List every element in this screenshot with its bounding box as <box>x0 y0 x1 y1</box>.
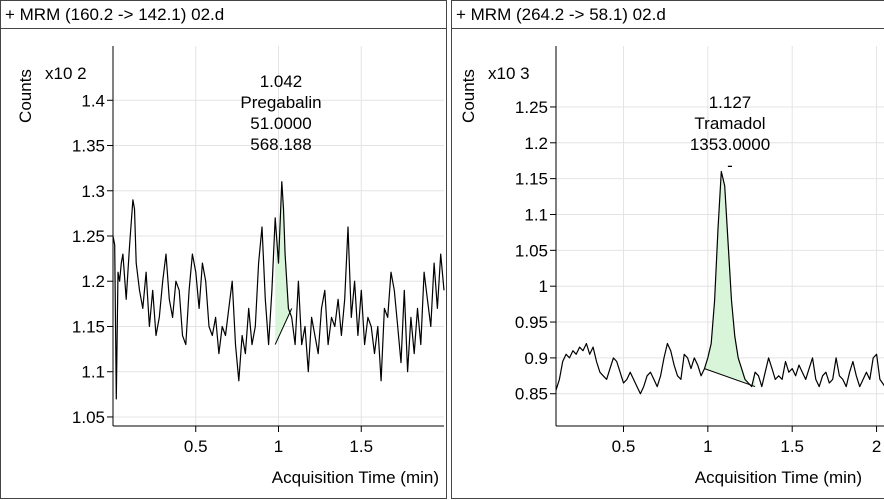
y-tick-label: 1.4 <box>81 91 105 110</box>
peak-baseline <box>704 368 756 388</box>
peak-annotation-line: Pregabalin <box>240 93 321 112</box>
y-axis-label: Counts <box>16 69 35 123</box>
peak-annotation-line: 1.127 <box>709 93 752 112</box>
y-tick-label: 1.15 <box>515 170 548 189</box>
peak-annotation-line: 1353.0000 <box>690 135 770 154</box>
y-tick-label: 1.2 <box>524 134 548 153</box>
y-tick-label: 0.85 <box>515 385 548 404</box>
x-tick-label: 1.5 <box>780 437 804 456</box>
peak-annotation-line: 1.042 <box>260 72 303 91</box>
chromatogram-chart-pregabalin: 0.5 1 1.5 1.05 1.1 1.15 1.2 1.25 1.3 1.35 1.4 x10 2… <box>16 46 445 487</box>
y-tick-label: 1.2 <box>81 272 105 291</box>
peak-annotation-line: - <box>727 156 733 175</box>
chromatogram-panel-pregabalin: + MRM (160.2 -> 142.1) 02.d 0.5 1 1.5 1.05 1… <box>0 0 447 499</box>
y-tick-label: 1.35 <box>72 137 105 156</box>
y-tick-label: 1.1 <box>81 363 105 382</box>
y-axis-label: Counts <box>459 69 478 123</box>
peak-annotation-line: 568.188 <box>250 135 311 154</box>
x-tick-label: 1 <box>703 437 712 456</box>
y-tick-label: 1.25 <box>515 98 548 117</box>
panel-title: + MRM (264.2 -> 58.1) 02.d <box>456 5 666 24</box>
peak-annotation-line: 51.0000 <box>250 114 311 133</box>
chromatogram-trace <box>112 181 445 400</box>
peak-annotation-line: Tramadol <box>694 114 765 133</box>
y-tick-label: 1 <box>539 277 548 296</box>
peak-baseline <box>274 308 293 345</box>
y-tick-label: 1.3 <box>81 182 105 201</box>
y-tick-label: 1.05 <box>515 241 548 260</box>
x-tick-label: 1 <box>274 437 283 456</box>
x-tick-label: 0.5 <box>184 437 208 456</box>
y-tick-label: 0.9 <box>524 349 548 368</box>
panel-title-divider <box>452 28 884 29</box>
y-tick-label: 1.15 <box>72 317 105 336</box>
x-tick-label: 2 <box>872 437 881 456</box>
x-axis-label: Acquisition Time (min) <box>695 468 862 487</box>
y-tick-label: 1.1 <box>524 205 548 224</box>
chromatogram-chart-tramadol: 0.5 1 1.5 2 0.85 0.9 0.95 1 1.05 1.1 1.15 1.2 1.25 x1… <box>459 46 884 487</box>
y-tick-label: 0.95 <box>515 313 548 332</box>
x-axis-label: Acquisition Time (min) <box>272 468 439 487</box>
y-tick-label: 1.25 <box>72 227 105 246</box>
y-tick-label: 1.05 <box>72 408 105 427</box>
x-tick-label: 1.5 <box>349 437 373 456</box>
panel-title: + MRM (160.2 -> 142.1) 02.d <box>5 5 225 24</box>
y-multiplier-label: x10 2 <box>45 64 87 83</box>
x-tick-label: 0.5 <box>612 437 636 456</box>
chromatogram-panel-tramadol: + MRM (264.2 -> 58.1) 02.d 0.5 1 1.5 2 0.85 0… <box>451 0 884 499</box>
chromatogram-trace <box>555 170 884 395</box>
y-multiplier-label: x10 3 <box>488 64 530 83</box>
panel-title-divider <box>1 28 446 29</box>
